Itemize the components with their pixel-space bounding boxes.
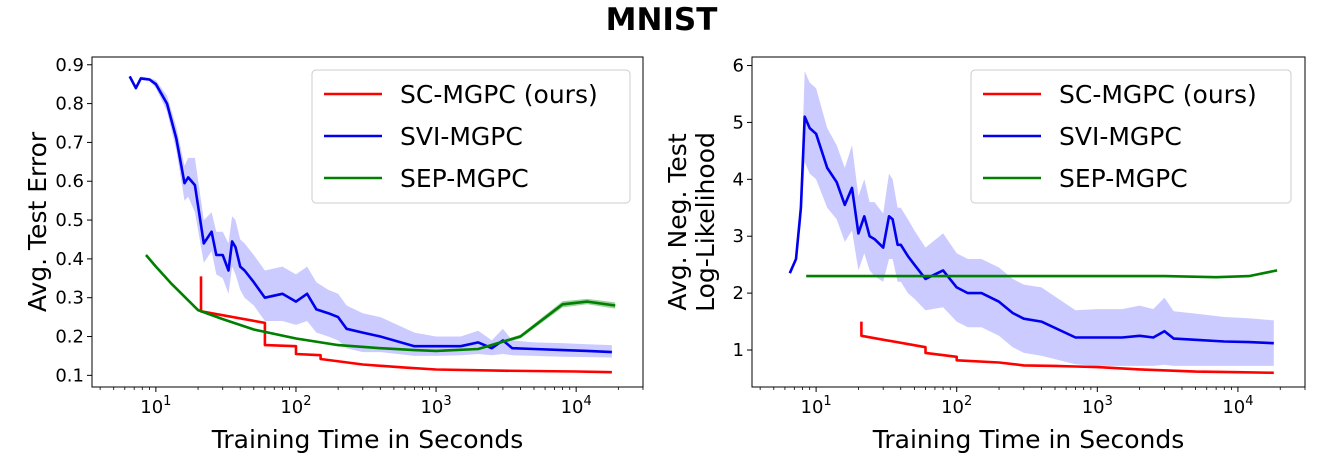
- subplot-1: 101 102 103 1040.10.20.30.40.50.60.70.80.9T…: [23, 55, 644, 454]
- legend-label-2: SVI-MGPC: [1059, 122, 1182, 151]
- y-tick-label: 0.2: [55, 327, 84, 348]
- series-band-2: [789, 71, 1274, 366]
- y-axis-label: Avg. Test Error: [23, 131, 52, 312]
- y-tick-label: 0.4: [55, 249, 84, 270]
- y-tick-label: 6: [733, 56, 744, 77]
- x-tick-exponent: 4: [1245, 394, 1253, 409]
- legend-label-1: SC-MGPC (ours): [1059, 80, 1257, 109]
- x-tick-exponent: 4: [583, 394, 591, 409]
- y-tick-label: 1: [733, 340, 744, 361]
- legend-label-2: SVI-MGPC: [400, 122, 523, 151]
- x-tick-base: 10: [801, 397, 824, 418]
- legend-label-3: SEP-MGPC: [1059, 164, 1188, 193]
- x-tick-base: 10: [280, 397, 303, 418]
- x-tick-label: 101: [140, 394, 171, 418]
- x-tick-exponent: 1: [823, 394, 831, 409]
- y-tick-label: 5: [733, 112, 744, 133]
- axes-frame: [91, 56, 644, 388]
- x-tick-label: 102: [941, 394, 972, 418]
- y-tick-label: 0.3: [55, 288, 84, 309]
- series-line-2: [788, 115, 1274, 345]
- x-tick-base: 10: [941, 397, 964, 418]
- x-tick-label: 104: [561, 394, 592, 418]
- x-tick-label: 101: [801, 394, 832, 418]
- x-axis-label: Training Time in Seconds: [872, 425, 1185, 454]
- y-tick-label: 0.7: [55, 132, 84, 153]
- x-tick-exponent: 1: [163, 394, 171, 409]
- y-tick-label: 4: [733, 169, 744, 190]
- series-line-3: [806, 269, 1278, 279]
- x-tick-base: 10: [420, 397, 443, 418]
- x-tick-label: 103: [420, 394, 451, 418]
- legend: SC-MGPC (ours) SVI-MGPC SEP-MGPC: [311, 69, 631, 204]
- series-line-1: [860, 321, 1274, 375]
- legend-box: [311, 69, 631, 204]
- plot-area: [128, 75, 616, 374]
- series-line-3: [145, 254, 616, 353]
- x-tick-exponent: 3: [1105, 394, 1113, 409]
- x-axis-label: Training Time in Seconds: [211, 425, 524, 454]
- x-tick-label: 102: [280, 394, 311, 418]
- x-tick-exponent: 2: [303, 394, 311, 409]
- x-tick-base: 10: [1222, 397, 1245, 418]
- legend-label-1: SC-MGPC (ours): [400, 80, 598, 109]
- x-tick-base: 10: [561, 397, 584, 418]
- y-tick-label: 0.6: [55, 171, 84, 192]
- x-tick-exponent: 2: [964, 394, 972, 409]
- plot-area: [788, 71, 1278, 375]
- legend: SC-MGPC (ours) SVI-MGPC SEP-MGPC: [970, 69, 1292, 204]
- y-tick-label: 0.1: [55, 365, 84, 386]
- x-tick-exponent: 3: [443, 394, 451, 409]
- y-tick-label: 0.5: [55, 210, 84, 231]
- legend-box: [970, 69, 1292, 204]
- y-axis-label-line-1: Avg. Neg. Test: [663, 133, 692, 310]
- series-line-2: [128, 75, 612, 354]
- figure-title: MNIST: [605, 2, 718, 38]
- x-tick-label: 103: [1082, 394, 1113, 418]
- axes-frame: [751, 56, 1306, 388]
- y-tick-label: 0.9: [55, 55, 84, 76]
- y-tick-label: 3: [733, 226, 744, 247]
- y-tick-label: 0.8: [55, 94, 84, 115]
- legend-label-3: SEP-MGPC: [400, 164, 529, 193]
- y-axis-label-line-2: Log-Likelihood: [691, 132, 720, 312]
- series-line-1: [199, 276, 612, 374]
- x-tick-base: 10: [140, 397, 163, 418]
- y-tick-label: 2: [733, 283, 744, 304]
- series-band-2: [129, 76, 612, 358]
- x-tick-base: 10: [1082, 397, 1105, 418]
- x-tick-label: 104: [1222, 394, 1253, 418]
